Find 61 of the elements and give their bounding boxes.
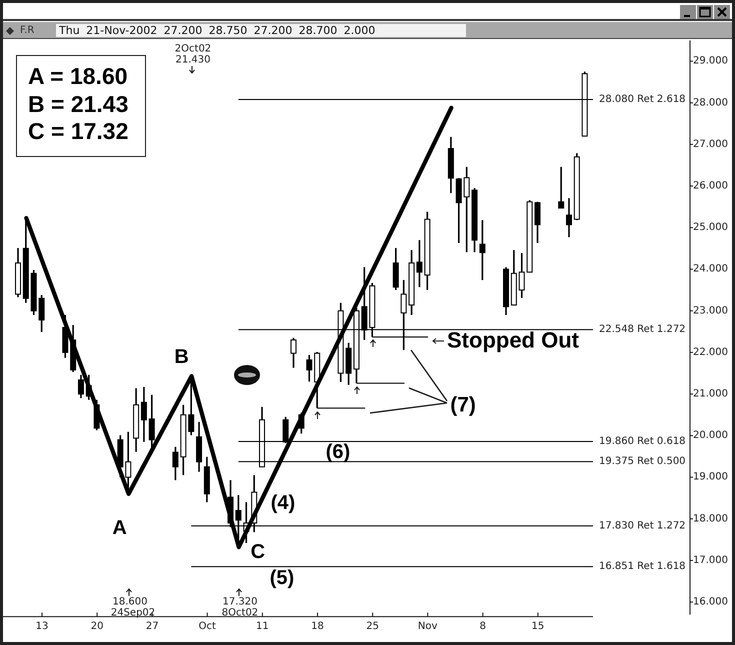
annotation: (7)	[450, 394, 476, 417]
annotation: A	[112, 516, 127, 539]
x-tick-label: 8	[480, 621, 486, 632]
annotation: 16.851 Ret 1.618	[599, 561, 686, 572]
annotation: (4)	[270, 492, 296, 514]
candlestick	[290, 337, 296, 369]
y-tick-label: 24.000	[693, 264, 728, 275]
annotation: B	[174, 346, 189, 368]
annotation: A = 18.60	[28, 63, 128, 90]
annotation: 8Oct02	[222, 608, 258, 618]
annotation: C	[250, 541, 266, 564]
x-tick-label: 15	[532, 621, 544, 632]
candlestick	[38, 294, 45, 333]
candlestick	[566, 197, 572, 238]
candlestick	[534, 201, 541, 244]
x-tick-label: 11	[256, 621, 269, 632]
x-tick-label: Oct	[198, 621, 216, 632]
candlestick	[172, 446, 178, 481]
y-tick-label: 25.000	[693, 222, 728, 234]
candlestick	[306, 354, 312, 382]
x-tick-label: Nov	[418, 621, 438, 632]
annotation: 17.320	[222, 596, 258, 608]
x-tick-label: 13	[36, 621, 48, 632]
x-tick-label: 20	[90, 621, 104, 632]
annotation: B = 21.43	[28, 90, 128, 118]
note-box: A = 18.60 B = 21.43 C = 17.32	[16, 55, 146, 157]
annotation: C = 17.32	[28, 118, 128, 145]
y-tick-label: 27.000	[693, 138, 728, 150]
annotation: 18.600	[112, 596, 148, 608]
annotation: Stopped Out	[447, 328, 580, 352]
y-tick-label: 23.000	[693, 305, 728, 316]
annotation: 21.430	[176, 54, 210, 66]
text: F.R	[20, 24, 34, 37]
annotation: (5)	[270, 567, 294, 589]
candlestick	[140, 386, 147, 443]
candlestick	[78, 374, 84, 399]
candlestick	[558, 166, 564, 209]
x-tick-label: 27	[146, 621, 159, 632]
y-tick-label: 19.000	[693, 472, 728, 483]
annotation: 28.080 Ret 2.618	[599, 94, 686, 105]
y-tick-label: 22.000	[693, 346, 728, 358]
text: Thu 21-Nov-2002 27.200 28.750 27.200 28.700 2.000	[59, 24, 376, 37]
x-tick-label: 25	[366, 621, 379, 632]
annotation: (6)	[326, 441, 350, 463]
annotation: 19.375 Ret 0.500	[599, 456, 686, 468]
candlestick	[479, 219, 486, 281]
annotation: 19.860 Ret 0.618	[599, 436, 686, 447]
annotation: 22.548 Ret 1.272	[599, 324, 686, 336]
candlestick	[416, 239, 422, 288]
y-tick-label: 29.000	[693, 56, 728, 67]
y-tick-label: 18.000	[693, 513, 728, 524]
y-tick-label: 17.000	[693, 554, 728, 566]
annotation: 2Oct02	[174, 44, 212, 54]
annotation: 24Sep02	[110, 608, 156, 618]
y-tick-label: 21.000	[693, 388, 728, 400]
x-tick-label: 18	[311, 621, 324, 632]
y-tick-label: 16.000	[693, 596, 728, 608]
annotation: 17.830 Ret 1.272	[599, 520, 686, 532]
y-tick-label: 28.000	[693, 97, 728, 108]
y-tick-label: 26.000	[693, 180, 728, 192]
y-tick-label: 20.000	[693, 430, 728, 442]
